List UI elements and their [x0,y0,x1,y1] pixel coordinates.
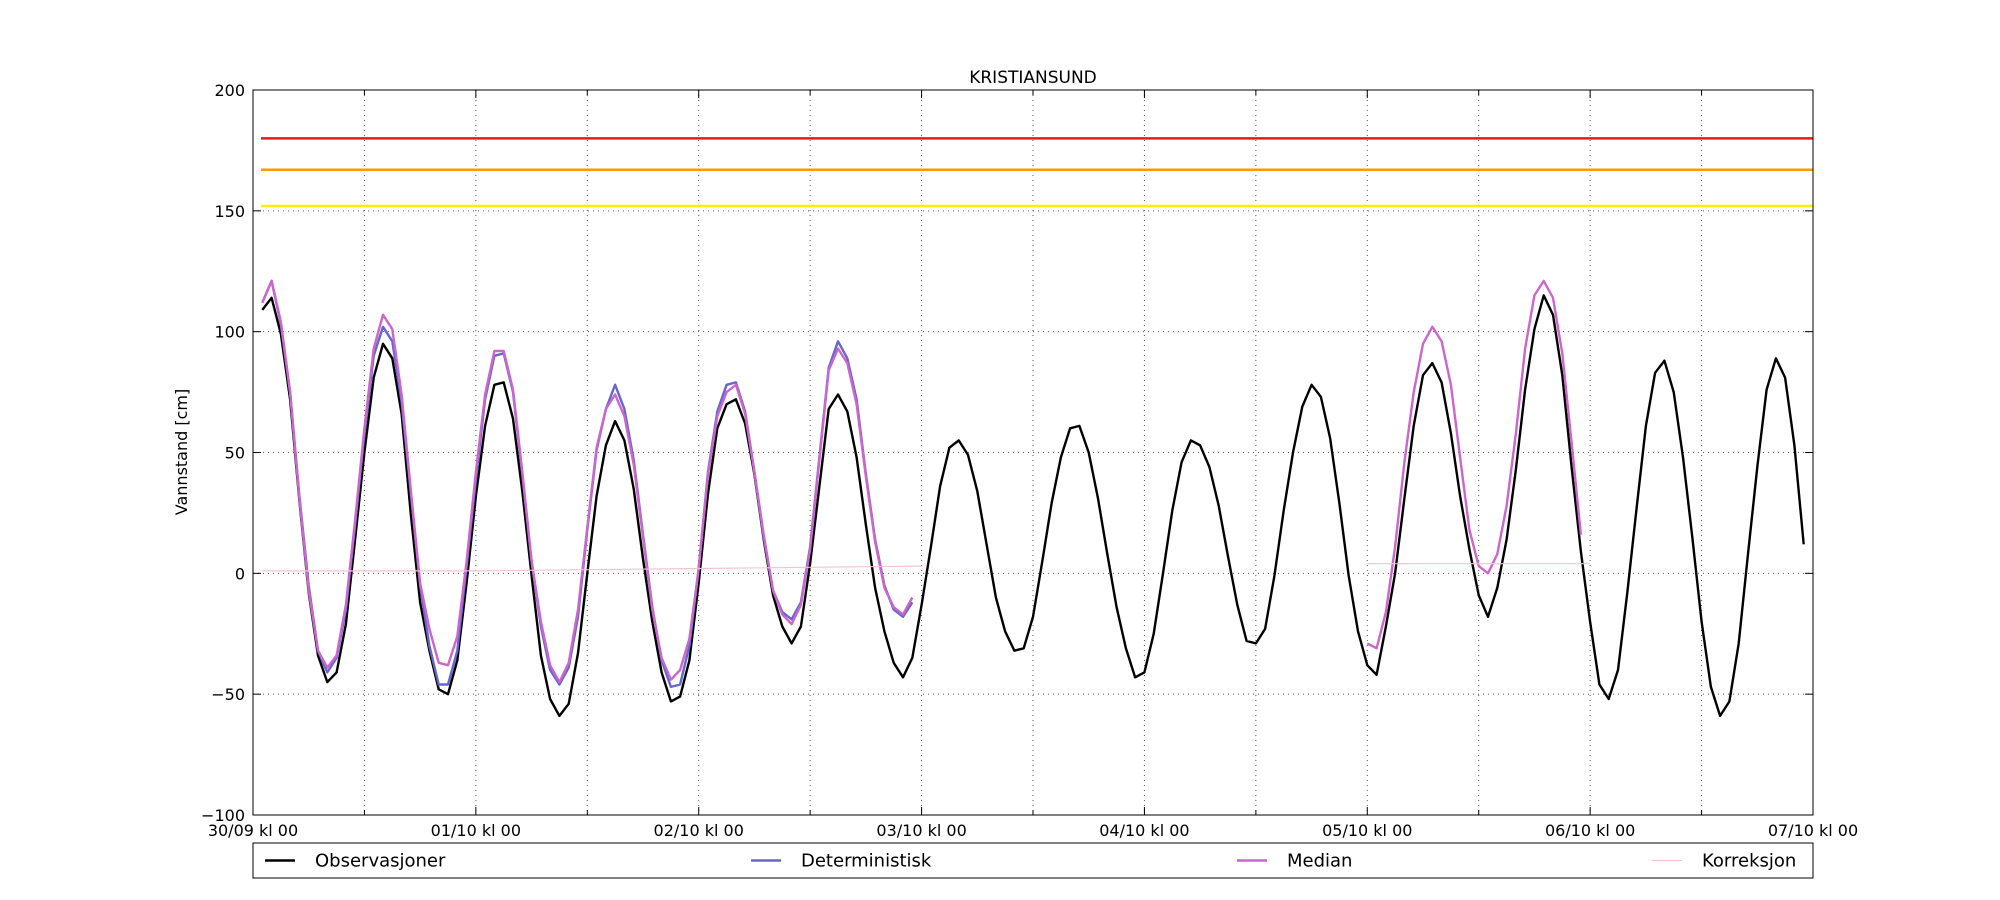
y-tick-label: 50 [225,444,245,463]
y-tick-label: 150 [214,202,245,221]
grid [253,90,1813,815]
series-lines [261,279,1805,718]
legend-box [252,842,1814,879]
x-tick-label: 07/10 kl 00 [1768,821,1858,840]
series-median-line [1366,279,1583,650]
x-tick-label: 06/10 kl 00 [1545,821,1635,840]
series-observasjoner-line [261,294,1805,718]
legend-label: Korreksjon [1702,851,1796,872]
legend: Observasjoner Deterministisk Median Korreks… [252,842,1814,879]
axes: −100 −50 0 50 100 150 200 30/09 kl 00 01/10 kl 0… [201,81,1858,840]
series-korreksjon-line [262,565,922,572]
y-tick-label: 200 [214,81,245,100]
series-median-line [261,279,914,684]
x-tick-label: 03/10 kl 00 [876,821,966,840]
x-tick-label: 05/10 kl 00 [1322,821,1412,840]
y-tick-label: −50 [211,685,245,704]
x-tick-label: 30/09 kl 00 [208,821,298,840]
chart-title: KRISTIANSUND [969,68,1097,88]
y-tick-label: −100 [201,806,245,825]
x-tick-label: 01/10 kl 00 [431,821,521,840]
legend-label: Deterministisk [801,851,932,872]
threshold-lines [261,137,1813,208]
legend-label: Observasjoner [315,851,446,872]
x-tick-label: 02/10 kl 00 [654,821,744,840]
legend-label: Median [1287,851,1352,872]
x-tick-label: 04/10 kl 00 [1099,821,1189,840]
y-tick-label: 0 [235,564,245,583]
y-tick-label: 100 [214,323,245,342]
y-axis-label: Vannstand [cm] [172,389,191,515]
